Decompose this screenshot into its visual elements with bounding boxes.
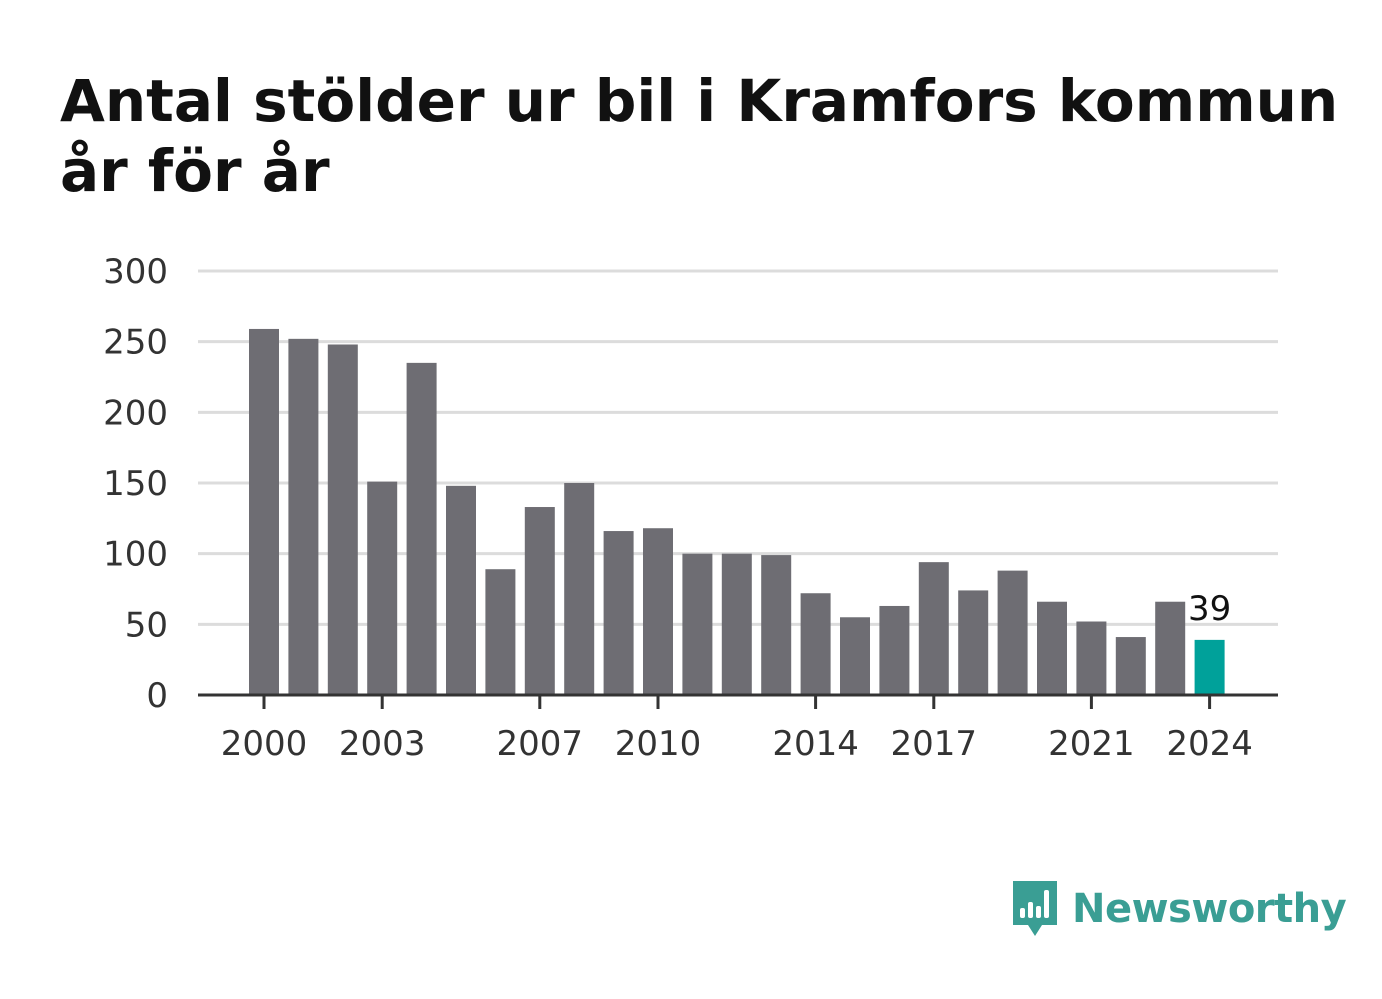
newsworthy-logo-icon	[1013, 881, 1057, 936]
bar-2004	[406, 362, 437, 695]
y-tick-label: 50	[125, 605, 168, 645]
bar-2010	[643, 528, 673, 695]
labels: 0 50 100 150 200 250 300 2000 2003 2007 2010 2014 20…	[103, 252, 1253, 764]
bar-2018	[958, 590, 989, 695]
y-tick-label: 100	[103, 535, 168, 575]
y-tick-label: 250	[103, 323, 168, 363]
bars	[249, 328, 1225, 695]
bar-2024	[1194, 639, 1225, 695]
bar-2016	[879, 605, 910, 695]
bar-2022	[1115, 637, 1146, 695]
x-tick-label: 2017	[891, 724, 978, 764]
data-label: 39	[1188, 589, 1231, 629]
bar-2017	[918, 562, 949, 695]
bar-2015	[840, 617, 870, 695]
axes	[198, 693, 1278, 709]
bar-2005	[446, 485, 476, 695]
bar-2000	[249, 328, 279, 695]
y-tick-label: 0	[146, 676, 168, 716]
bar-2006	[485, 569, 516, 695]
x-tick-label: 2014	[772, 724, 859, 764]
bar-2003	[367, 481, 398, 695]
bar-2013	[761, 555, 792, 695]
chart-title: Antal stölder ur bil i Kramfors kommun å…	[60, 67, 1339, 205]
x-tick-label: 2000	[221, 724, 308, 764]
brand-name: Newsworthy	[1072, 886, 1347, 932]
x-tick-label: 2024	[1166, 724, 1253, 764]
bar-2001	[288, 338, 319, 695]
bar-2014	[800, 593, 831, 695]
y-tick-label: 200	[103, 393, 168, 433]
bar-2011	[682, 553, 713, 695]
bar-2019	[997, 570, 1028, 695]
bar-2020	[1037, 601, 1067, 695]
bar-2009	[603, 531, 634, 695]
bar-2012	[721, 553, 752, 695]
bar-2021	[1076, 621, 1107, 695]
x-tick-label: 2021	[1048, 724, 1135, 764]
x-tick-label: 2003	[339, 724, 426, 764]
bar-2002	[327, 344, 358, 695]
x-tick-label: 2010	[615, 724, 702, 764]
bar-2023	[1155, 601, 1186, 695]
bar-2008	[564, 483, 595, 695]
brand-logo: Newsworthy	[1010, 878, 1347, 940]
x-tick-label: 2007	[497, 724, 584, 764]
y-tick-label: 150	[103, 464, 168, 504]
y-tick-label: 300	[103, 252, 168, 292]
bar-2007	[524, 507, 555, 695]
